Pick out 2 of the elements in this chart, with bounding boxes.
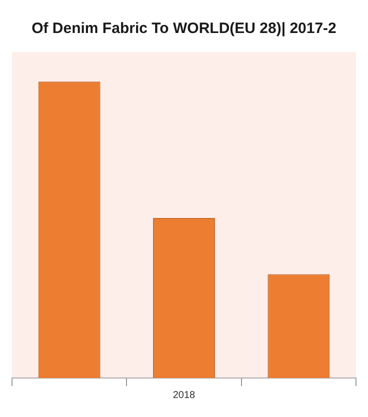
x-tick-label: 2018 [172,390,196,401]
chart-title: Of Denim Fabric To WORLD(EU 28)| 2017-2 [32,20,336,38]
